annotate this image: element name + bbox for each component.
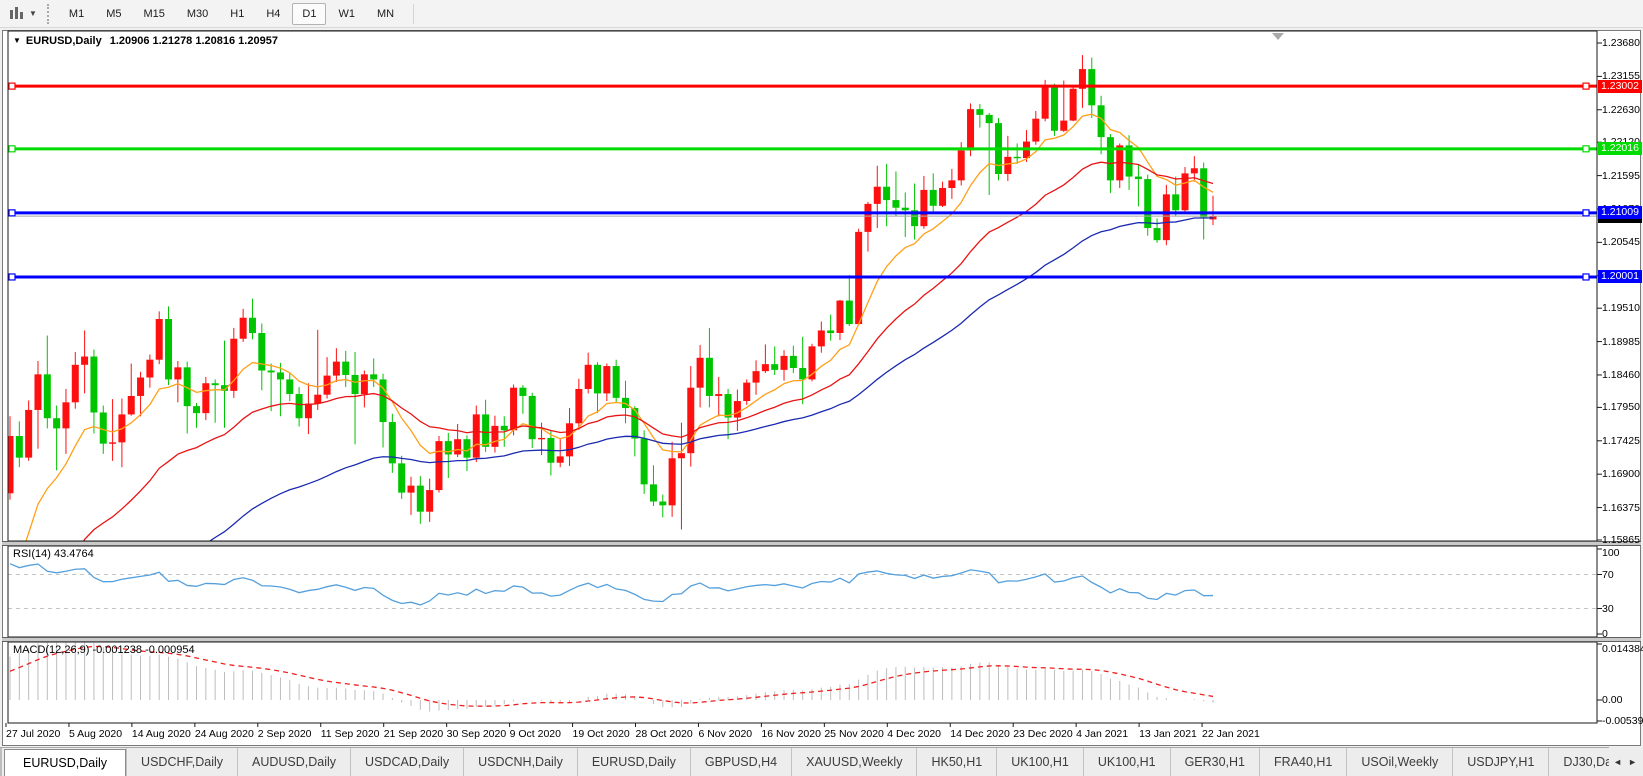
time-axis-label: 22 Jan 2021: [1202, 728, 1260, 740]
time-axis-label: 25 Nov 2020: [824, 728, 884, 740]
chart-tab[interactable]: USOil,Weekly: [1346, 748, 1452, 776]
panel-splitter[interactable]: [2, 541, 1641, 546]
tabbar-grip: [0, 748, 2, 776]
time-axis-label: 14 Dec 2020: [950, 728, 1010, 740]
tabs-scroll-arrows: ◄ ►: [1609, 747, 1643, 776]
macd-axis-label: 0.014384: [1602, 643, 1643, 655]
chart-tab[interactable]: USDCHF,Daily: [126, 748, 237, 776]
hline-price-label[interactable]: 1.23002: [1598, 79, 1642, 93]
chart-tab[interactable]: UK100,H1: [996, 748, 1083, 776]
macd-axis-label: -0.005396: [1602, 715, 1643, 727]
chevron-down-icon[interactable]: ▼: [29, 8, 37, 18]
time-axis-label: 6 Nov 2020: [698, 728, 753, 740]
price-axis-tick: 1.16900: [1602, 468, 1640, 481]
chart-tab[interactable]: AUDUSD,Daily: [237, 748, 350, 776]
tabs-scroll-left-icon[interactable]: ◄: [1613, 756, 1623, 767]
chart-title: ▼ EURUSD,Daily 1.20906 1.21278 1.20816 1.2…: [13, 35, 278, 47]
timeframe-button-m15[interactable]: M15: [143, 7, 165, 20]
chart-tab[interactable]: EURUSD,Daily: [576, 748, 690, 776]
timeframe-button-m1[interactable]: M1: [68, 7, 85, 20]
chart-tab[interactable]: UK100,H1: [1082, 748, 1170, 776]
chart-tab[interactable]: USDJPY,H1: [1452, 748, 1548, 776]
time-axis-label: 4 Jan 2021: [1076, 728, 1129, 740]
chart-type-icon: [10, 7, 23, 19]
price-axis-tick: 1.16375: [1602, 501, 1640, 514]
macd-axis-label: 0.00: [1602, 694, 1623, 706]
timeframe-button-h1[interactable]: H1: [230, 7, 245, 20]
hline-price-label[interactable]: 1.20001: [1598, 270, 1642, 284]
chart-tabs-bar: EURUSD,Daily USDCHF,Daily AUDUSD,Daily USDC…: [0, 747, 1643, 776]
chart-tab[interactable]: FRA40,H1: [1259, 748, 1346, 776]
chart-tab[interactable]: GER30,H1: [1169, 748, 1259, 776]
rsi-axis-label: 0: [1602, 628, 1608, 640]
time-axis-label: 16 Nov 2020: [761, 728, 821, 740]
price-axis-tick: 1.23155: [1602, 70, 1640, 83]
chart-title-ohlc: 1.20906 1.21278 1.20816 1.20957: [109, 35, 278, 47]
toolbar-separator: [413, 3, 415, 24]
chart-type-button[interactable]: ▼: [4, 4, 41, 23]
price-axis-tick: 1.19510: [1602, 302, 1640, 315]
rsi-axis-label: 100: [1602, 547, 1620, 559]
price-axis-tick: 1.15865: [1602, 534, 1640, 546]
time-axis-label: 14 Aug 2020: [131, 728, 191, 740]
hline-price-label[interactable]: 1.22016: [1598, 142, 1642, 156]
price-axis-tick: 1.18985: [1602, 335, 1640, 348]
rsi-label: RSI(14) 43.4764: [13, 548, 94, 560]
toolbar-grip[interactable]: [46, 3, 50, 24]
chart-tab[interactable]: USDCAD,Daily: [350, 748, 463, 776]
price-axis-tick: 1.21595: [1602, 169, 1640, 182]
timeframe-button-m5[interactable]: M5: [106, 7, 122, 20]
time-axis-label: 9 Oct 2020: [509, 728, 561, 740]
price-axis-tick: 1.23680: [1602, 37, 1640, 49]
rsi-axis-label: 70: [1602, 568, 1614, 581]
chart-tab[interactable]: GBPUSD,H4: [689, 748, 791, 776]
chart-tab[interactable]: USDCNH,Daily: [463, 748, 577, 776]
time-axis-label: 27 Jul 2020: [6, 728, 61, 740]
timeframe-button-d1[interactable]: D1: [292, 2, 327, 25]
timeframe-button-m30[interactable]: M30: [186, 7, 209, 20]
price-axis-tick: 1.17950: [1602, 401, 1640, 414]
time-axis-label: 23 Dec 2020: [1013, 728, 1073, 740]
time-axis-label: 21 Sep 2020: [383, 728, 444, 740]
chart-title-caret-icon: ▼: [13, 36, 21, 45]
tabs-scroll-right-icon[interactable]: ►: [1628, 756, 1637, 767]
time-axis-label: 2 Sep 2020: [257, 728, 312, 740]
time-axis-label: 30 Sep 2020: [446, 728, 507, 740]
time-axis-label: 13 Jan 2021: [1139, 728, 1197, 740]
time-axis-label: 24 Aug 2020: [194, 728, 254, 740]
time-axis-label: 28 Oct 2020: [635, 728, 693, 740]
timeframe-buttons: M1 M5 M15 M30 H1 H4 D1 W1 MN: [58, 2, 405, 25]
price-axis-tick: 1.18460: [1602, 368, 1640, 381]
price-axis-tick: 1.22630: [1602, 103, 1640, 116]
hline-price-label[interactable]: 1.21009: [1598, 206, 1642, 220]
timeframe-button-h4[interactable]: H4: [266, 7, 281, 20]
timeframe-button-mn[interactable]: MN: [376, 7, 395, 20]
time-axis-label: 5 Aug 2020: [68, 728, 123, 740]
chart-tab[interactable]: DJ30,Daily: [1548, 748, 1637, 776]
time-axis-label: 11 Sep 2020: [320, 728, 380, 740]
macd-label: MACD(12,26,9) -0.001238 -0.000954: [13, 644, 195, 656]
time-axis-label: 19 Oct 2020: [572, 728, 630, 740]
price-axis-tick: 1.17425: [1602, 434, 1640, 447]
chart-tab[interactable]: EURUSD,Daily: [4, 749, 127, 776]
chart-title-symbol: EURUSD,Daily: [25, 35, 102, 47]
timeframe-button-w1[interactable]: W1: [338, 7, 355, 20]
time-axis-label: 4 Dec 2020: [887, 728, 942, 740]
rsi-axis-label: 30: [1602, 602, 1614, 615]
panel-splitter[interactable]: [2, 637, 1641, 642]
chart-tab[interactable]: HK50,H1: [916, 748, 996, 776]
timeframes-toolbar: ▼ M1 M5 M15 M30 H1 H4 D1 W1 MN: [0, 0, 1643, 28]
chart-tab[interactable]: XAUUSD,Weekly: [791, 748, 916, 776]
price-axis-tick: 1.20545: [1602, 236, 1640, 249]
